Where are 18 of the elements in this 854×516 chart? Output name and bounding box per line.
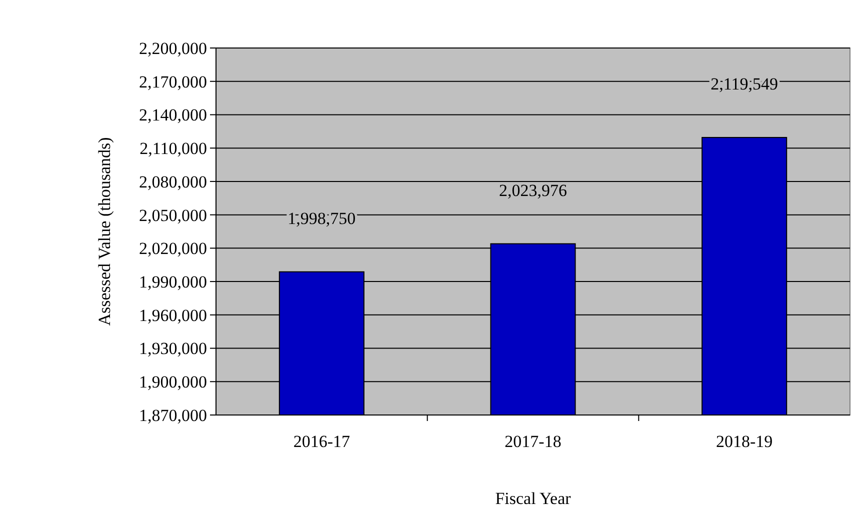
y-tick-label: 2,140,000 (139, 106, 207, 125)
x-axis-title: Fiscal Year (495, 489, 572, 508)
y-tick-label: 1,900,000 (139, 372, 207, 392)
y-axis-title: Assessed Value (thousands) (95, 137, 114, 326)
y-tick-label: 1,990,000 (139, 272, 207, 292)
x-tick-label: 2016-17 (293, 432, 350, 451)
y-tick-label: 2,020,000 (139, 239, 207, 258)
x-tick-label: 2017-18 (504, 432, 562, 451)
y-tick-label: 1,930,000 (139, 339, 207, 358)
y-tick-label: 2,170,000 (139, 72, 207, 92)
y-tick-label: 2,200,000 (139, 38, 207, 58)
y-tick-label: 2,050,000 (139, 206, 207, 225)
y-tick-label: 1,960,000 (139, 306, 207, 325)
data-label: 2,023,976 (499, 180, 567, 200)
x-tick-label: 2018-19 (716, 432, 773, 451)
y-tick-label: 2,110,000 (140, 139, 207, 158)
y-tick-label: 1,870,000 (139, 406, 207, 425)
y-tick-label: 2,080,000 (139, 172, 207, 192)
